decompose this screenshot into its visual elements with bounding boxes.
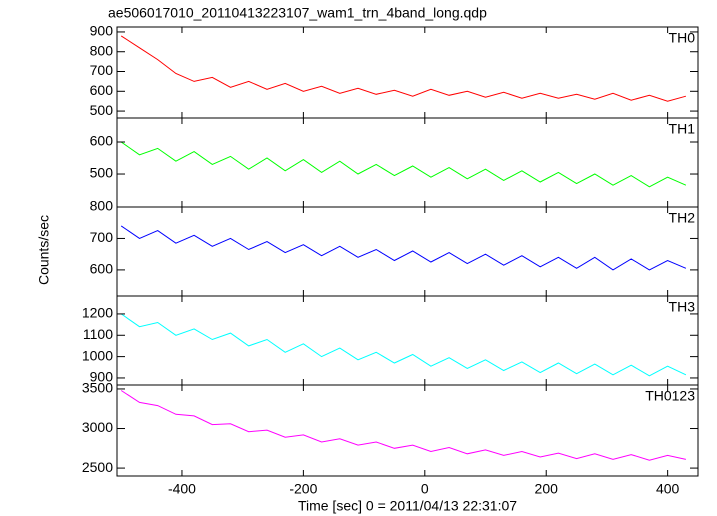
panel-frame	[116, 384, 699, 477]
x-tick-label: 200	[535, 481, 559, 497]
chart-title: ae506017010_20110413223107_wam1_trn_4ban…	[108, 5, 487, 21]
series-label: TH0123	[645, 388, 695, 404]
panel-frame	[116, 26, 699, 119]
series-label: TH3	[669, 299, 696, 315]
y-tick-label: 800	[90, 42, 114, 58]
y-tick-label: 500	[90, 102, 114, 118]
x-tick-label: 400	[656, 481, 680, 497]
data-line	[120, 313, 687, 377]
panel-frame	[116, 295, 699, 386]
y-tick-label: 600	[90, 261, 114, 277]
y-tick-label: 900	[90, 23, 114, 39]
panel-frame	[116, 206, 699, 297]
y-tick-label: 1200	[82, 305, 113, 321]
y-tick-label: 3000	[82, 419, 113, 435]
y-tick-label: 3500	[82, 380, 113, 396]
panel-frame	[116, 117, 699, 208]
series-label: TH0	[669, 30, 696, 46]
x-tick-label: -400	[168, 481, 196, 497]
y-tick-label: 1000	[82, 347, 113, 363]
series-label: TH2	[669, 210, 696, 226]
y-tick-label: 900	[90, 369, 114, 385]
y-tick-label: 600	[90, 133, 114, 149]
data-line	[120, 141, 687, 188]
y-tick-label: 700	[90, 62, 114, 78]
y-tick-label: 700	[90, 229, 114, 245]
data-line	[120, 225, 687, 271]
y-tick-label: 2500	[82, 459, 113, 475]
x-tick-label: -200	[289, 481, 317, 497]
y-tick-label: 1100	[83, 326, 113, 342]
x-tick-label: 0	[421, 481, 429, 497]
y-tick-label: 600	[90, 82, 114, 98]
x-axis-label: Time [sec] 0 = 2011/04/13 22:31:07	[298, 498, 517, 514]
y-axis-label: Counts/sec	[36, 215, 52, 285]
data-line	[120, 35, 687, 102]
y-tick-label: 800	[90, 198, 114, 214]
y-tick-label: 500	[90, 165, 114, 181]
data-line	[120, 390, 687, 461]
series-label: TH1	[669, 121, 696, 137]
